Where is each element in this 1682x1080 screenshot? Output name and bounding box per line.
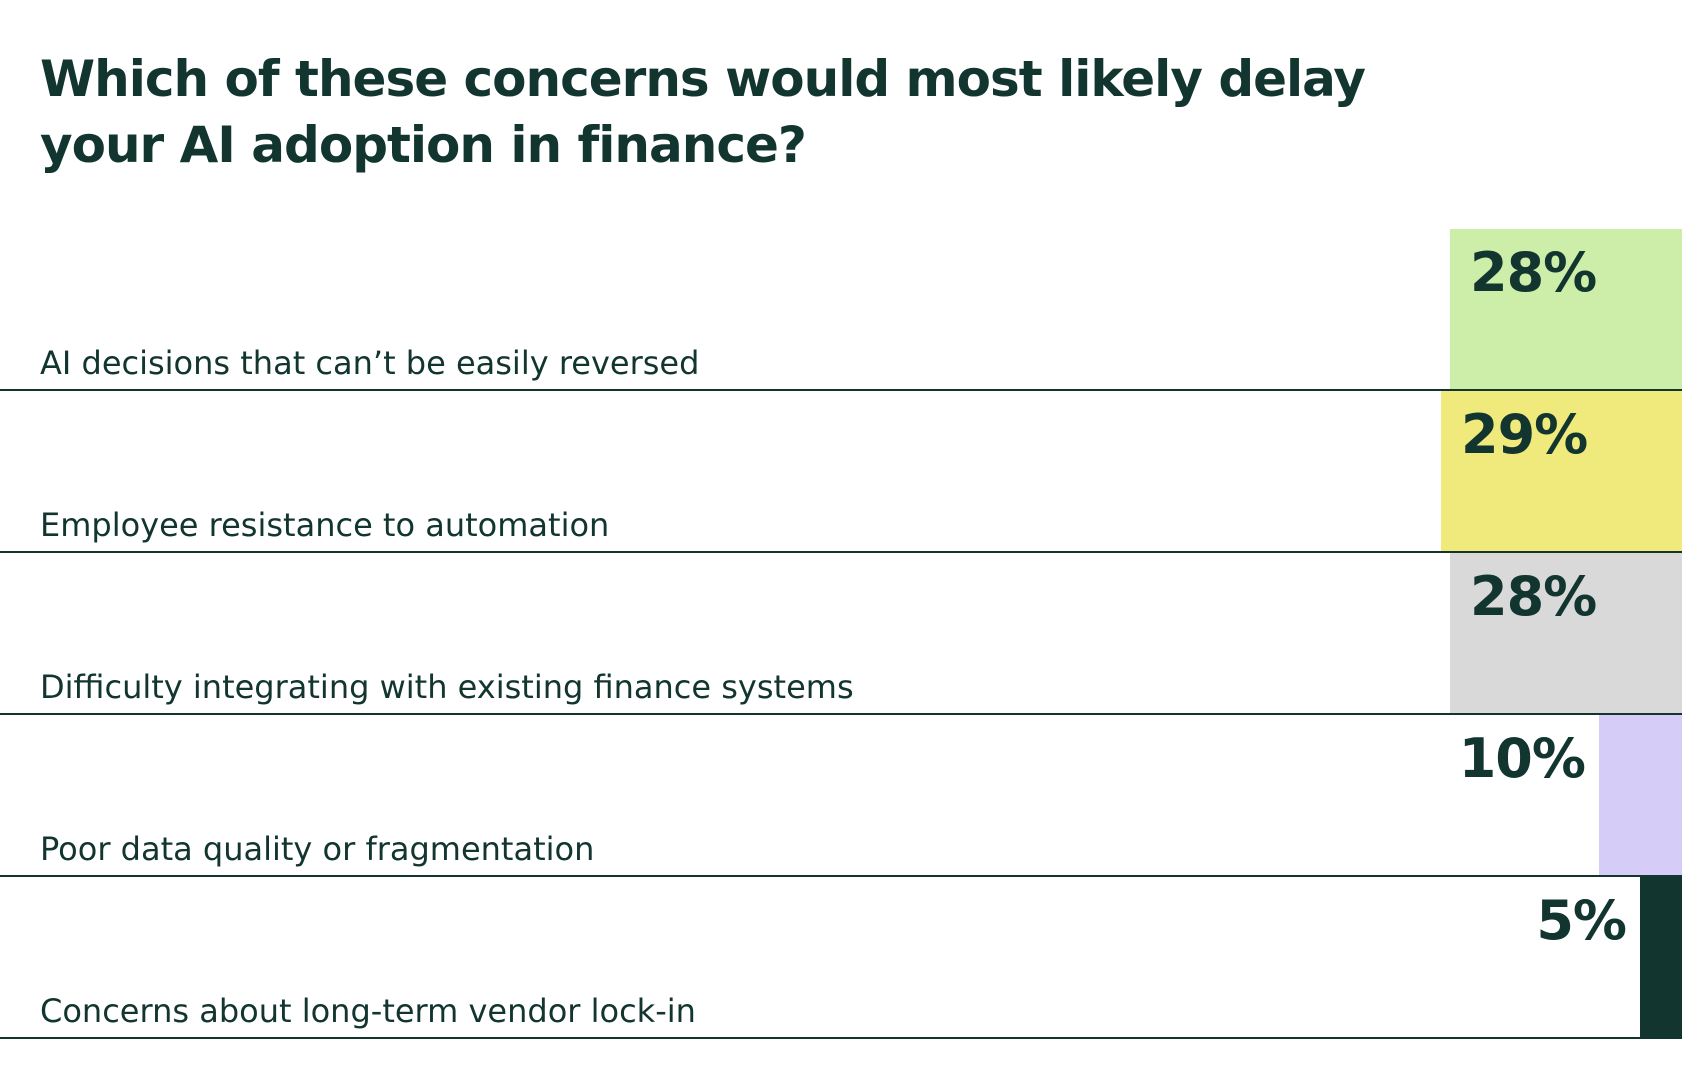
value-label: 5% xyxy=(1536,889,1627,952)
bar-row: Poor data quality or fragmentation 10% xyxy=(0,715,1682,877)
value-label: 28% xyxy=(1470,565,1597,628)
row-divider xyxy=(0,1037,1682,1039)
bar xyxy=(1640,877,1682,1039)
bar-row: Concerns about long-term vendor lock-in 5… xyxy=(0,877,1682,1039)
value-label: 28% xyxy=(1470,241,1597,304)
chart-title: Which of these concerns would most likel… xyxy=(40,50,1366,174)
category-label: Concerns about long-term vendor lock-in xyxy=(40,992,696,1030)
category-label: AI decisions that can’t be easily revers… xyxy=(40,344,700,382)
bar xyxy=(1441,391,1682,553)
category-label: Difficulty integrating with existing fin… xyxy=(40,668,854,706)
category-label: Poor data quality or fragmentation xyxy=(40,830,595,868)
bar-row: Difficulty integrating with existing fin… xyxy=(0,553,1682,715)
row-divider xyxy=(0,713,1682,715)
bar xyxy=(1599,715,1682,877)
row-divider xyxy=(0,551,1682,553)
row-divider xyxy=(0,389,1682,391)
value-label: 29% xyxy=(1461,403,1588,466)
bar-row: Employee resistance to automation 29% xyxy=(0,391,1682,553)
row-divider xyxy=(0,875,1682,877)
category-label: Employee resistance to automation xyxy=(40,506,610,544)
bar-row: AI decisions that can’t be easily revers… xyxy=(0,229,1682,391)
bar xyxy=(1450,229,1682,391)
value-label: 10% xyxy=(1458,727,1586,790)
bar xyxy=(1450,553,1682,715)
